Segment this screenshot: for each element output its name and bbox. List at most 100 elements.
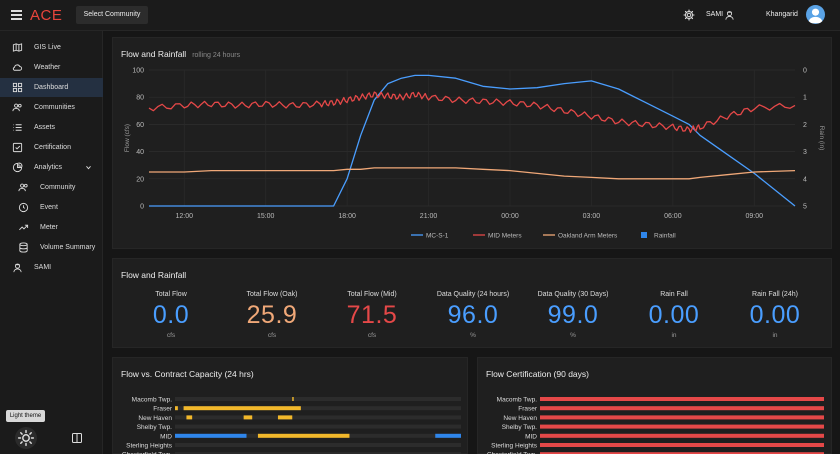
user-hat-icon[interactable] bbox=[724, 9, 735, 21]
stat-label: Total Flow (Oak) bbox=[246, 291, 298, 298]
gear-icon[interactable] bbox=[683, 9, 695, 21]
checkbox-icon bbox=[12, 142, 23, 153]
bar-category-label: New Haven bbox=[138, 415, 172, 422]
stat-value: 0.00 bbox=[749, 301, 801, 329]
user-name[interactable]: Khangarid bbox=[766, 11, 798, 18]
bar bbox=[540, 397, 824, 401]
contract-capacity-chart[interactable]: Macomb Twp. Fraser New Haven Shelby Twp. MID… bbox=[113, 358, 469, 454]
bar bbox=[540, 406, 824, 411]
sidebar-item-weather[interactable]: Weather bbox=[0, 58, 103, 77]
sidebar-item-dashboard[interactable]: Dashboard bbox=[0, 78, 103, 97]
sami-label[interactable]: SAMI bbox=[706, 11, 724, 18]
bar-category-label: Macomb Twp. bbox=[497, 397, 538, 404]
stat-value: 0.0 bbox=[152, 301, 190, 329]
bar-track bbox=[175, 406, 461, 411]
sidebar-item-label: Event bbox=[40, 204, 58, 211]
flow-certification-chart[interactable]: Macomb Twp. Fraser New Haven Shelby Twp. MID… bbox=[478, 358, 833, 454]
bar bbox=[540, 452, 824, 454]
stat-total-flow-oak-: Total Flow (Oak) 25.9 cfs bbox=[222, 291, 322, 339]
card-title: Flow vs. Contract Capacity (24 hrs) bbox=[121, 369, 254, 379]
bar-category-label: Sterling Heights bbox=[126, 443, 173, 450]
list-icon bbox=[13, 124, 22, 131]
bar-category-label: MID bbox=[160, 433, 172, 440]
avatar[interactable] bbox=[806, 5, 825, 24]
bar bbox=[540, 415, 824, 420]
chart-pie-icon bbox=[12, 162, 23, 173]
bar-track bbox=[175, 443, 461, 447]
series-line-oakland-arm-meters bbox=[149, 167, 796, 180]
sidebar-item-gis-live[interactable]: GIS Live bbox=[0, 38, 103, 57]
bar-category-label: Shelby Twp. bbox=[502, 424, 537, 431]
y-tick-label: 40 bbox=[136, 149, 144, 156]
y2-tick-label: 0 bbox=[803, 68, 807, 75]
stat-value: 96.0 bbox=[447, 301, 499, 329]
theme-toggle-button[interactable] bbox=[15, 427, 37, 449]
sun-icon bbox=[17, 429, 35, 447]
sidebar-item-certification[interactable]: Certification bbox=[0, 138, 103, 157]
sidebar-item-analytics[interactable]: Analytics bbox=[0, 158, 103, 177]
bar bbox=[540, 443, 824, 447]
sidebar-item-label: Certification bbox=[34, 144, 71, 151]
stat-value: 0.00 bbox=[648, 301, 700, 329]
sidebar-item-communities[interactable]: Communities bbox=[0, 98, 103, 117]
stat-unit: cfs bbox=[166, 332, 176, 339]
stat-label: Total Flow (Mid) bbox=[347, 291, 397, 298]
bar-segment bbox=[186, 415, 193, 420]
chevron-down-icon[interactable] bbox=[85, 164, 92, 171]
sidebar-item-sami[interactable]: SAMI bbox=[0, 258, 103, 277]
bar-category-label: Shelby Twp. bbox=[137, 424, 172, 431]
stat-label: Rain Fall (24h) bbox=[752, 291, 798, 298]
bar-category-label: New Haven bbox=[503, 415, 537, 422]
y-tick-label: 0 bbox=[140, 204, 144, 211]
top-bar: ACE Select Community SAMI Khangarid bbox=[0, 0, 840, 31]
x-tick-label: 03:00 bbox=[583, 213, 601, 220]
flow-rainfall-chart[interactable]: 0 20 40 60 80 100 5 4 3 2 1 0 12:00 15:00 18:00 21:00 00… bbox=[113, 38, 833, 250]
cloud-icon bbox=[12, 64, 23, 71]
user-icon bbox=[808, 8, 823, 24]
bar-track bbox=[175, 397, 461, 401]
card-title: Flow Certification (90 days) bbox=[486, 369, 589, 379]
stat-unit: in bbox=[772, 332, 778, 339]
y2-tick-label: 5 bbox=[803, 204, 807, 211]
sidebar-item-event[interactable]: Event bbox=[0, 198, 103, 217]
y2-axis-label: Rain (in) bbox=[818, 126, 825, 151]
sidebar-item-community[interactable]: Community bbox=[0, 178, 103, 197]
map-icon bbox=[12, 43, 23, 52]
bar-category-label: Macomb Twp. bbox=[132, 397, 173, 404]
series-line-mid-meters bbox=[148, 91, 796, 134]
sidebar-item-assets[interactable]: Assets bbox=[0, 118, 103, 137]
stat-label: Total Flow bbox=[155, 291, 187, 298]
sidebar-item-volume-summary[interactable]: Volume Summary bbox=[0, 238, 103, 257]
bar-segment bbox=[292, 397, 294, 401]
logo[interactable]: ACE bbox=[30, 7, 63, 24]
stat-value: 99.0 bbox=[547, 301, 599, 329]
sidebar: GIS Live Weather Dashboard Communities A… bbox=[0, 31, 103, 454]
stat-label: Data Quality (24 hours) bbox=[436, 291, 510, 298]
theme-tooltip: Light theme bbox=[6, 410, 45, 422]
x-tick-label: 00:00 bbox=[501, 213, 519, 220]
select-community-button[interactable]: Select Community bbox=[76, 6, 148, 24]
bar-segment bbox=[175, 406, 178, 411]
chart-title: Flow and Rainfall bbox=[121, 49, 187, 59]
series-line-mc-s-1 bbox=[149, 74, 796, 207]
x-tick-label: 06:00 bbox=[664, 213, 682, 220]
legend-label: Oakland Arm Meters bbox=[558, 233, 618, 240]
sidebar-item-meter[interactable]: Meter bbox=[0, 218, 103, 237]
sidebar-item-label: Communities bbox=[34, 104, 75, 111]
bar-segment bbox=[243, 415, 253, 420]
database-icon bbox=[19, 242, 28, 253]
collapse-panel-icon[interactable] bbox=[71, 432, 83, 444]
x-tick-label: 18:00 bbox=[338, 213, 356, 220]
legend-label: MC-S-1 bbox=[426, 233, 449, 240]
menu-icon[interactable] bbox=[11, 10, 22, 20]
y-tick-label: 80 bbox=[136, 95, 144, 102]
bar bbox=[540, 424, 824, 429]
y-tick-label: 100 bbox=[132, 68, 144, 75]
contract-capacity-card: Flow vs. Contract Capacity (24 hrs) Maco… bbox=[112, 357, 468, 454]
stat-value: 71.5 bbox=[346, 301, 398, 329]
sidebar-item-label: SAMI bbox=[34, 264, 52, 271]
sidebar-item-label: Community bbox=[40, 184, 76, 191]
stat-rain-fall: Rain Fall 0.00 in bbox=[624, 291, 724, 339]
y-tick-label: 20 bbox=[136, 176, 144, 183]
stat-data-quality-24-hours-: Data Quality (24 hours) 96.0% bbox=[423, 291, 523, 339]
